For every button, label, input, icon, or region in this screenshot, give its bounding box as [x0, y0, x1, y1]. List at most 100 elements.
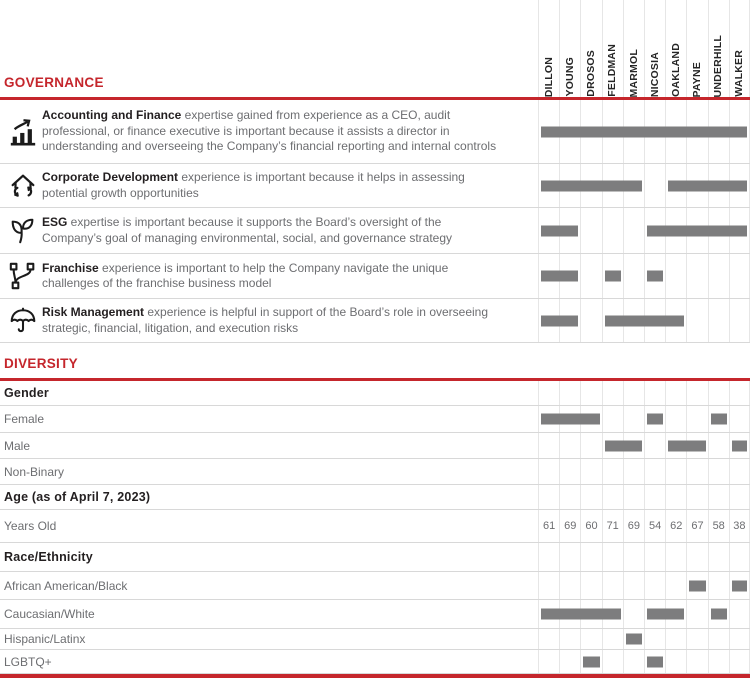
matrix-cell: [728, 208, 750, 253]
row-label: Hispanic/Latinx: [4, 632, 86, 646]
matrix-cell: [728, 254, 750, 298]
matrix-cell: [559, 543, 580, 571]
row-female: Female: [0, 406, 750, 433]
matrix-cell: [601, 600, 623, 628]
row-label: Male: [4, 438, 31, 453]
mark-bar: [559, 315, 579, 326]
mark-bar: [622, 126, 644, 137]
governance-section-header: GOVERNANCE: [0, 0, 538, 97]
mark-bar: [541, 126, 560, 137]
matrix-cell: [580, 164, 602, 207]
row-label: LGBTQ+: [4, 654, 52, 669]
matrix-cell: [559, 254, 580, 298]
age-cell: 69: [622, 510, 644, 542]
matrix-cell: [580, 381, 601, 405]
matrix-cell: [686, 381, 707, 405]
member-name: MARMOL: [627, 48, 640, 97]
mark-bar: [622, 180, 642, 191]
matrix-cell: [665, 381, 686, 405]
matrix-cell: [644, 600, 666, 628]
matrix-cell: [622, 299, 644, 342]
matrix-cell: [580, 485, 601, 509]
mark-bar: [686, 225, 708, 236]
mark-bar: [541, 180, 560, 191]
member-column-header: WALKER: [728, 0, 750, 97]
matrix-cell: [644, 572, 665, 599]
mark-bar: [559, 270, 579, 282]
skill-name: Corporate Development: [42, 170, 179, 184]
row-marks: [538, 629, 750, 649]
matrix-cell: [644, 406, 665, 432]
matrix-cell: [601, 572, 623, 599]
matrix-cell: [580, 299, 601, 342]
matrix-cell: [559, 381, 580, 405]
matrix-cell: [707, 572, 729, 599]
matrix-cell: [538, 600, 560, 628]
matrix-cell: [580, 406, 601, 432]
mark-bar: [625, 633, 642, 645]
matrix-cell: [644, 164, 665, 207]
matrix-cell: [580, 600, 602, 628]
row-label: Years Old: [4, 519, 57, 533]
mark-bar: [622, 440, 642, 451]
skill-row-risk-management: Risk Management experience is helpful in…: [0, 299, 750, 343]
matrix-cell: [538, 406, 560, 432]
mark-bar: [686, 440, 706, 451]
matrix-cell: [601, 433, 623, 458]
age-cell: 61: [538, 510, 559, 542]
member-column-header: DILLON: [538, 0, 559, 97]
matrix-cell: [707, 600, 729, 628]
matrix-cell: [622, 254, 644, 298]
matrix-cell: [601, 254, 623, 298]
mark-bar: [647, 608, 666, 620]
matrix-cell: [665, 433, 687, 458]
member-name: PAYNE: [691, 61, 704, 97]
row-non-binary: Non-Binary: [0, 459, 750, 485]
age-cell: 38: [728, 510, 750, 542]
mark-bar: [622, 315, 644, 326]
row-label: African American/Black: [4, 578, 128, 593]
mark-bar: [707, 180, 729, 191]
mark-bar: [647, 225, 666, 236]
bar-chart-growth-icon: [4, 117, 42, 147]
mark-bar: [580, 180, 602, 191]
matrix-cell: [644, 485, 665, 509]
matrix-cell: [601, 485, 623, 509]
matrix-cell: [644, 254, 665, 298]
mark-bar: [728, 225, 747, 236]
matrix-cell: [686, 254, 707, 298]
matrix-cell: [601, 406, 623, 432]
mark-bar: [559, 608, 581, 620]
matrix-cell: [707, 459, 729, 484]
member-column-header: NICOSIA: [644, 0, 665, 97]
matrix-cell: [559, 164, 581, 207]
matrix-cell: [707, 650, 729, 673]
matrix-cell: [601, 459, 623, 484]
matrix-cell: [686, 629, 707, 649]
matrix-cell: [559, 485, 580, 509]
matrix-cell: [559, 100, 581, 163]
matrix-cell: [622, 629, 644, 649]
age-subheader: Age (as of April 7, 2023): [4, 490, 151, 504]
row-lgbtq: LGBTQ+: [0, 650, 750, 674]
matrix-cell: [538, 485, 559, 509]
matrix-cell: [559, 650, 580, 673]
mark-bar: [689, 580, 706, 591]
matrix-cell: [644, 650, 665, 673]
matrix-cell: [665, 459, 686, 484]
matrix-cell: [707, 100, 729, 163]
member-column-header: UNDERHILL: [707, 0, 729, 97]
matrix-cell: [580, 543, 601, 571]
row-male: Male: [0, 433, 750, 459]
matrix-cell: [538, 381, 559, 405]
row-years-old: Years Old 61 69 60 71 69 54 62 67 58 38: [0, 510, 750, 543]
matrix-cell: [728, 600, 750, 628]
skill-marks: [538, 254, 750, 298]
matrix-cell: [622, 433, 644, 458]
skill-name: Accounting and Finance: [42, 108, 182, 123]
matrix-cell: [644, 543, 665, 571]
age-cell: 71: [601, 510, 623, 542]
matrix-cell: [665, 100, 687, 163]
skill-name: Franchise: [42, 260, 99, 275]
matrix-cell: [622, 381, 644, 405]
